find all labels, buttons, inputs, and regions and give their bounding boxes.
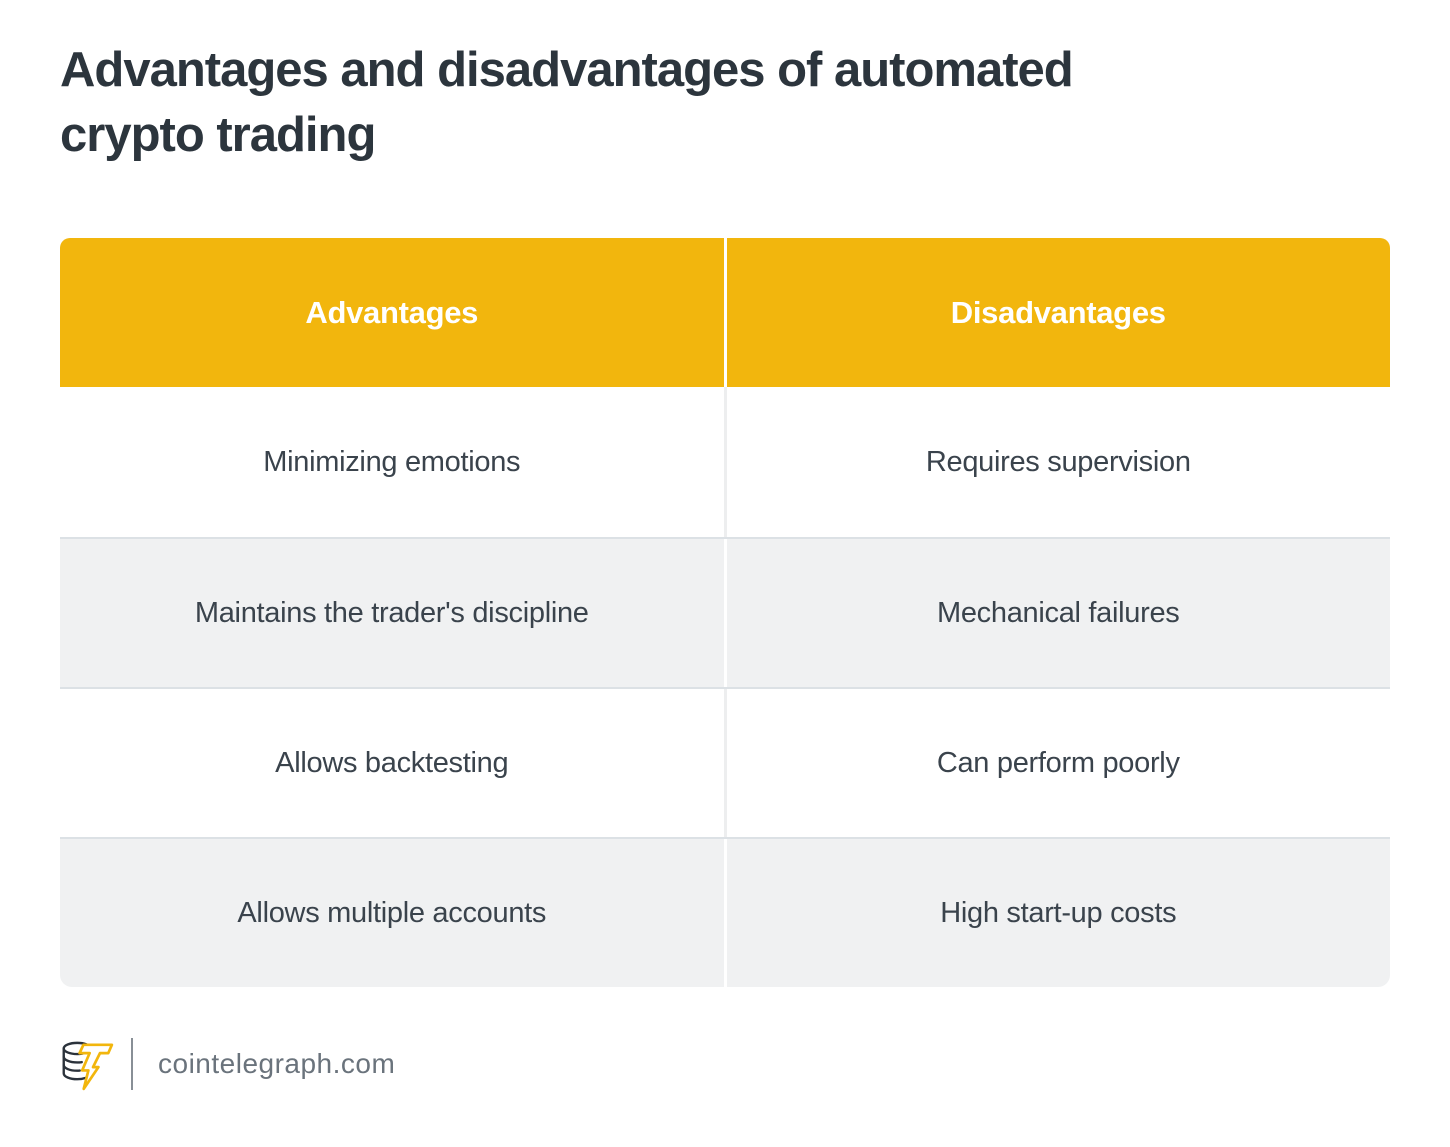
table-cell-advantage-3: Allows backtesting	[60, 689, 724, 837]
table-row: Minimizing emotions Requires supervision	[60, 387, 1390, 537]
table-cell-advantage-2: Maintains the trader's discipline	[60, 539, 724, 687]
column-divider	[723, 539, 727, 687]
table-cell-disadvantage-3: Can perform poorly	[726, 689, 1390, 837]
table-cell-disadvantage-1: Requires supervision	[726, 387, 1390, 537]
column-header-advantages: Advantages	[60, 238, 724, 387]
page-title: Advantages and disadvantages of automate…	[60, 43, 1074, 162]
column-divider	[723, 238, 727, 387]
column-header-disadvantages: Disadvantages	[726, 238, 1390, 387]
comparison-table: Advantages Disadvantages Minimizing emot…	[60, 238, 1390, 987]
table-cell-advantage-1: Minimizing emotions	[60, 387, 724, 537]
table-cell-advantage-4: Allows multiple accounts	[60, 839, 724, 987]
table-header-row: Advantages Disadvantages	[60, 238, 1390, 387]
column-divider	[723, 387, 727, 537]
table-cell-disadvantage-2: Mechanical failures	[726, 539, 1390, 687]
column-divider	[723, 839, 727, 987]
table-cell-disadvantage-4: High start-up costs	[726, 839, 1390, 987]
table-row: Allows multiple accounts High start-up c…	[60, 837, 1390, 987]
table-row: Allows backtesting Can perform poorly	[60, 687, 1390, 837]
table-row: Maintains the trader's discipline Mechan…	[60, 537, 1390, 687]
footer-divider	[131, 1038, 133, 1090]
footer-branding: cointelegraph.com	[57, 1034, 395, 1094]
cointelegraph-logo-icon	[62, 1041, 114, 1091]
column-divider	[723, 689, 727, 837]
site-name: cointelegraph.com	[158, 1048, 396, 1079]
